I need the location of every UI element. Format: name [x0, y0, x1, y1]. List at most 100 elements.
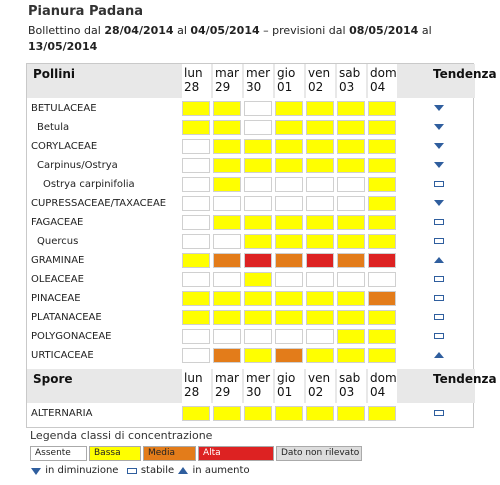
concentration-cell [306, 329, 334, 344]
row-label: POLYGONACEAE [31, 331, 112, 342]
concentration-cell [182, 177, 210, 192]
concentration-cell [244, 348, 272, 363]
concentration-cell [368, 215, 396, 230]
day-number: 29 [215, 80, 231, 94]
concentration-cell [213, 253, 241, 268]
concentration-cell [306, 253, 334, 268]
concentration-cell [244, 406, 272, 421]
concentration-cell [182, 310, 210, 325]
row-label: OLEACEAE [31, 274, 84, 285]
trend-header: Tendenza [433, 67, 497, 81]
concentration-cell [275, 196, 303, 211]
concentration-cell [182, 101, 210, 116]
concentration-cell [368, 272, 396, 287]
day-number: 02 [308, 385, 324, 399]
trend-down-icon [31, 467, 41, 475]
day-name: ven [308, 66, 331, 80]
concentration-cell [337, 234, 365, 249]
concentration-cell [368, 139, 396, 154]
concentration-cell [368, 406, 396, 421]
concentration-cell [182, 234, 210, 249]
day-header: lun 28 [182, 369, 211, 403]
concentration-cell [368, 196, 396, 211]
concentration-cell [182, 253, 210, 268]
legend-media: Media [143, 446, 196, 461]
trend-stable-icon [434, 295, 444, 301]
bulletin-to-date: 04/05/2014 [190, 24, 260, 37]
row-label: CORYLACEAE [31, 141, 98, 152]
trend-down-icon [434, 143, 444, 149]
trend-up-icon [434, 257, 444, 263]
concentration-cell [213, 234, 241, 249]
day-number: 30 [246, 80, 262, 94]
row-label: FAGACEAE [31, 217, 84, 228]
day-number: 03 [339, 80, 355, 94]
concentration-cell [306, 158, 334, 173]
concentration-cell [306, 101, 334, 116]
day-name: dom [370, 66, 397, 80]
concentration-cell [275, 406, 303, 421]
concentration-cell [275, 272, 303, 287]
forecast-from-date: 08/05/2014 [349, 24, 419, 37]
concentration-cell [275, 158, 303, 173]
section-header: Pollini lun 28 mar 29 mer 30 gio 01 ven 02 sab 03 dom… [27, 64, 497, 98]
concentration-cell [275, 348, 303, 363]
day-name: gio [277, 371, 296, 385]
trend-stable-icon [434, 181, 444, 187]
day-header: ven 02 [306, 369, 335, 403]
trend-stable-icon [434, 333, 444, 339]
concentration-cell [213, 158, 241, 173]
concentration-cell [368, 120, 396, 135]
concentration-cell [337, 139, 365, 154]
trend-down-icon [434, 162, 444, 168]
concentration-cell [337, 196, 365, 211]
concentration-cell [306, 291, 334, 306]
concentration-cell [306, 234, 334, 249]
day-header: sab 03 [337, 369, 366, 403]
day-header: mer 30 [244, 369, 273, 403]
pollen-table: Pollini lun 28 mar 29 mer 30 gio 01 ven 02 sab 03 dom… [26, 63, 497, 428]
day-number: 02 [308, 80, 324, 94]
concentration-cell [275, 139, 303, 154]
legend-dato-non-rilevato: Dato non rilevato [276, 446, 362, 461]
concentration-cell [306, 310, 334, 325]
forecast-al: al [418, 24, 432, 37]
concentration-cell [213, 139, 241, 154]
day-number: 29 [215, 385, 231, 399]
concentration-cell [368, 234, 396, 249]
concentration-cell [275, 120, 303, 135]
concentration-cell [306, 406, 334, 421]
concentration-cell [337, 272, 365, 287]
concentration-cell [244, 310, 272, 325]
trend-down-icon [434, 200, 444, 206]
trend-stable-icon [126, 467, 137, 474]
concentration-cell [306, 139, 334, 154]
concentration-cell [182, 196, 210, 211]
concentration-cell [306, 215, 334, 230]
concentration-cell [213, 272, 241, 287]
bulletin-prefix: Bollettino dal [28, 24, 105, 37]
row-label: PLATANACEAE [31, 312, 102, 323]
row-label: Carpinus/Ostrya [37, 160, 118, 171]
trend-stable-label: stabile [140, 465, 175, 476]
concentration-cell [244, 234, 272, 249]
section-title: Spore [33, 372, 73, 386]
concentration-cell [337, 101, 365, 116]
concentration-cell [306, 272, 334, 287]
row-label: CUPRESSACEAE/TAXACEAE [31, 198, 167, 209]
trend-header: Tendenza [433, 372, 497, 386]
concentration-cell [275, 234, 303, 249]
concentration-cell [337, 329, 365, 344]
concentration-cell [182, 329, 210, 344]
concentration-cell [182, 139, 210, 154]
page-title: Pianura Padana [28, 4, 144, 19]
bulletin-dates: Bollettino dal 28/04/2014 al 04/05/2014 … [28, 23, 488, 55]
section-header: Spore lun 28 mar 29 mer 30 gio 01 ven 02 sab 03 dom 04… [27, 369, 497, 403]
concentration-cell [337, 177, 365, 192]
concentration-cell [213, 215, 241, 230]
trend-stable-icon [434, 238, 444, 244]
concentration-cell [368, 291, 396, 306]
concentration-cell [306, 196, 334, 211]
concentration-cell [244, 215, 272, 230]
day-header: gio 01 [275, 64, 304, 98]
